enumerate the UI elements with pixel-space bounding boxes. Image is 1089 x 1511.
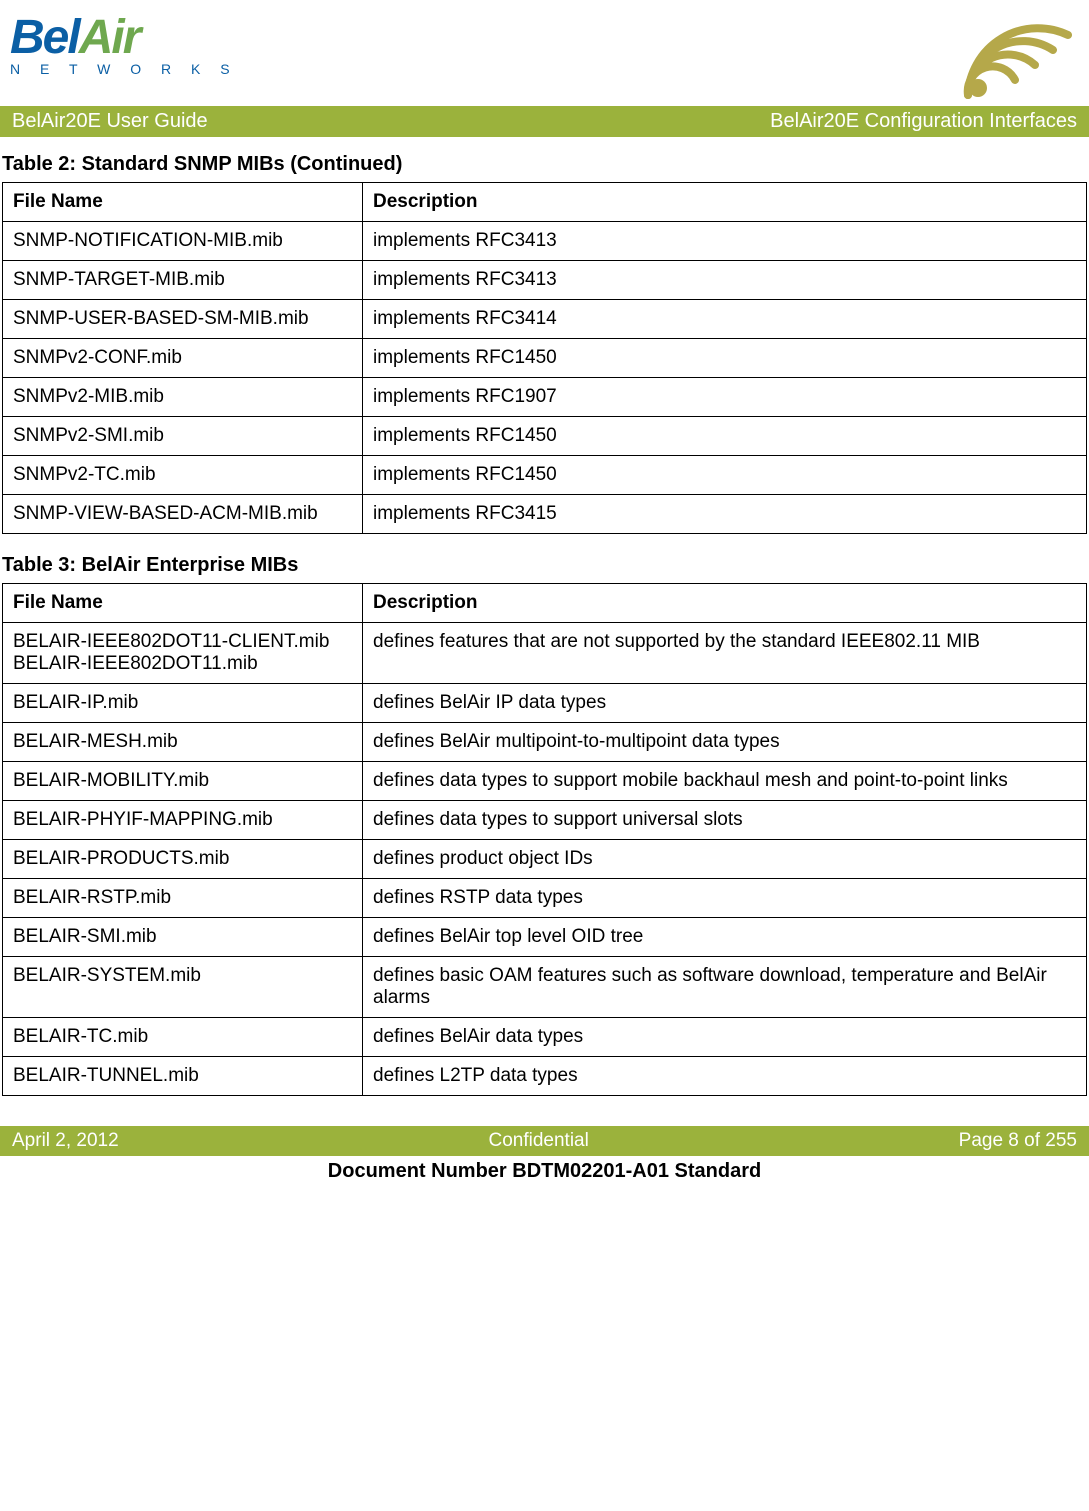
table3: File Name Description BELAIR-IEEE802DOT1… [2, 583, 1087, 1096]
logo-wordmark: BelAir [10, 10, 139, 65]
table2-cell: implements RFC3413 [363, 261, 1087, 300]
table-row: BELAIR-SYSTEM.mibdefines basic OAM featu… [3, 957, 1087, 1018]
table3-cell: defines BelAir top level OID tree [363, 918, 1087, 957]
table2-cell: implements RFC1450 [363, 456, 1087, 495]
table3-cell: BELAIR-PHYIF-MAPPING.mib [3, 801, 363, 840]
table3-col0: File Name [3, 584, 363, 623]
table-row: BELAIR-IP.mibdefines BelAir IP data type… [3, 684, 1087, 723]
table2-header-row: File Name Description [3, 183, 1087, 222]
header-strip: BelAir20E User Guide BelAir20E Configura… [0, 106, 1089, 137]
footer-center: Confidential [489, 1130, 589, 1152]
swish-icon [963, 10, 1073, 100]
header-left: BelAir20E User Guide [12, 110, 208, 133]
table2-cell: implements RFC3415 [363, 495, 1087, 534]
table-row: BELAIR-SMI.mibdefines BelAir top level O… [3, 918, 1087, 957]
table-row: SNMP-TARGET-MIB.mibimplements RFC3413 [3, 261, 1087, 300]
table-row: BELAIR-MESH.mibdefines BelAir multipoint… [3, 723, 1087, 762]
logo: BelAir N E T W O R K S [10, 10, 238, 77]
table3-cell: BELAIR-PRODUCTS.mib [3, 840, 363, 879]
table3-cell: BELAIR-SYSTEM.mib [3, 957, 363, 1018]
table2-cell: SNMPv2-SMI.mib [3, 417, 363, 456]
table3-caption: Table 3: BelAir Enterprise MIBs [0, 548, 1089, 583]
table3-cell: defines RSTP data types [363, 879, 1087, 918]
table3-cell: defines data types to support universal … [363, 801, 1087, 840]
table-row: SNMP-NOTIFICATION-MIB.mibimplements RFC3… [3, 222, 1087, 261]
table-row: BELAIR-PHYIF-MAPPING.mibdefines data typ… [3, 801, 1087, 840]
table3-cell: defines L2TP data types [363, 1057, 1087, 1096]
table2-cell: SNMP-NOTIFICATION-MIB.mib [3, 222, 363, 261]
table-row: SNMPv2-TC.mibimplements RFC1450 [3, 456, 1087, 495]
table3-cell: defines product object IDs [363, 840, 1087, 879]
table3-cell: BELAIR-TUNNEL.mib [3, 1057, 363, 1096]
table3-cell: defines features that are not supported … [363, 623, 1087, 684]
table2-col0: File Name [3, 183, 363, 222]
header-right: BelAir20E Configuration Interfaces [770, 110, 1077, 133]
table-row: SNMPv2-MIB.mibimplements RFC1907 [3, 378, 1087, 417]
table2-cell: implements RFC3414 [363, 300, 1087, 339]
table-row: SNMPv2-SMI.mibimplements RFC1450 [3, 417, 1087, 456]
table3-cell: BELAIR-MESH.mib [3, 723, 363, 762]
table3-cell: defines data types to support mobile bac… [363, 762, 1087, 801]
table2-cell: SNMP-TARGET-MIB.mib [3, 261, 363, 300]
table3-header-row: File Name Description [3, 584, 1087, 623]
table3-cell: defines BelAir IP data types [363, 684, 1087, 723]
table3-cell: defines BelAir data types [363, 1018, 1087, 1057]
table-row: BELAIR-RSTP.mibdefines RSTP data types [3, 879, 1087, 918]
table3-cell: BELAIR-SMI.mib [3, 918, 363, 957]
table2-cell: implements RFC3413 [363, 222, 1087, 261]
table2-cell: SNMPv2-CONF.mib [3, 339, 363, 378]
table2-cell: implements RFC1450 [363, 339, 1087, 378]
footer-right: Page 8 of 255 [959, 1130, 1077, 1152]
table3-cell: BELAIR-MOBILITY.mib [3, 762, 363, 801]
table2-col1: Description [363, 183, 1087, 222]
table3-cell: defines basic OAM features such as softw… [363, 957, 1087, 1018]
table2-cell: SNMP-VIEW-BASED-ACM-MIB.mib [3, 495, 363, 534]
table-row: BELAIR-PRODUCTS.mibdefines product objec… [3, 840, 1087, 879]
footer-strip: April 2, 2012 Confidential Page 8 of 255 [0, 1126, 1089, 1156]
logo-air: Air [79, 11, 140, 64]
table3-cell: BELAIR-IP.mib [3, 684, 363, 723]
logo-networks: N E T W O R K S [10, 61, 238, 77]
table-row: BELAIR-MOBILITY.mibdefines data types to… [3, 762, 1087, 801]
table2-cell: SNMP-USER-BASED-SM-MIB.mib [3, 300, 363, 339]
table3-cell: BELAIR-IEEE802DOT11-CLIENT.mib BELAIR-IE… [3, 623, 363, 684]
table2-cell: implements RFC1450 [363, 417, 1087, 456]
table2: File Name Description SNMP-NOTIFICATION-… [2, 182, 1087, 534]
table-row: SNMP-VIEW-BASED-ACM-MIB.mibimplements RF… [3, 495, 1087, 534]
table3-cell: defines BelAir multipoint-to-multipoint … [363, 723, 1087, 762]
table-row: BELAIR-TUNNEL.mibdefines L2TP data types [3, 1057, 1087, 1096]
logo-bel: Bel [10, 11, 79, 64]
table2-cell: SNMPv2-TC.mib [3, 456, 363, 495]
table2-caption: Table 2: Standard SNMP MIBs (Continued) [0, 147, 1089, 182]
table2-cell: implements RFC1907 [363, 378, 1087, 417]
top-bar: BelAir N E T W O R K S [0, 0, 1089, 100]
table3-cell: BELAIR-RSTP.mib [3, 879, 363, 918]
table2-cell: SNMPv2-MIB.mib [3, 378, 363, 417]
table-row: BELAIR-IEEE802DOT11-CLIENT.mib BELAIR-IE… [3, 623, 1087, 684]
table-row: SNMPv2-CONF.mibimplements RFC1450 [3, 339, 1087, 378]
table-row: BELAIR-TC.mibdefines BelAir data types [3, 1018, 1087, 1057]
table3-col1: Description [363, 584, 1087, 623]
table3-cell: BELAIR-TC.mib [3, 1018, 363, 1057]
footer-left: April 2, 2012 [12, 1130, 119, 1152]
table-row: SNMP-USER-BASED-SM-MIB.mibimplements RFC… [3, 300, 1087, 339]
document-number: Document Number BDTM02201-A01 Standard [0, 1156, 1089, 1183]
